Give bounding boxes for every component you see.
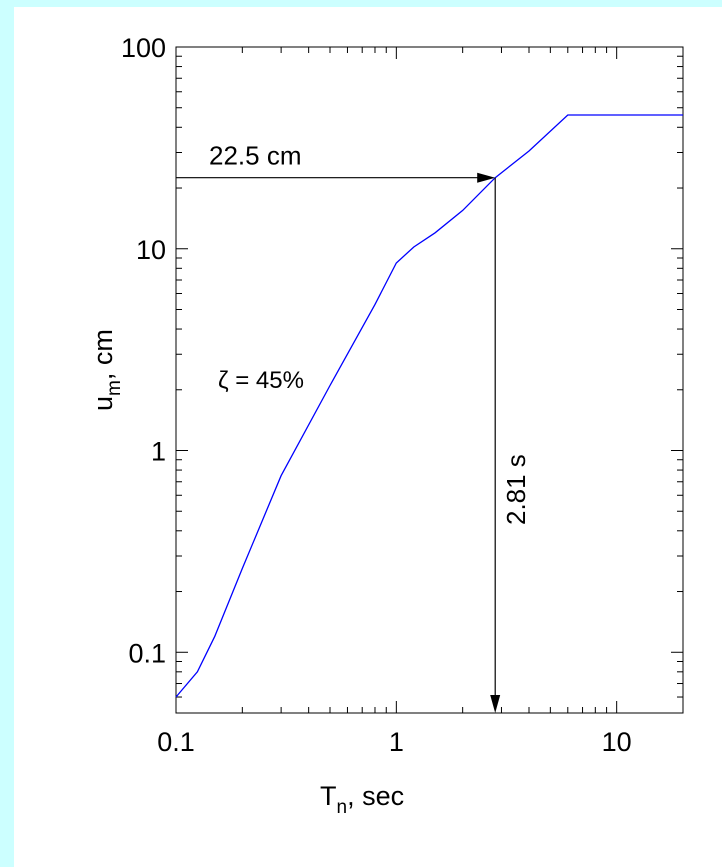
tick-labels: 0.1 1 10 0.1 1 10 100 [121, 33, 632, 757]
tick-marks [175, 46, 684, 714]
x-tick-label: 1 [389, 727, 404, 757]
spectrum-chart: 0.1 1 10 0.1 1 10 100 22.5 cm 2.81 s ζ = 45% T… [88, 33, 684, 818]
y-axis-label-main: u [88, 396, 118, 411]
x-axis-label-main: T [320, 781, 337, 811]
response-arrow-head [477, 172, 496, 183]
annotations-layer: 22.5 cm 2.81 s ζ = 45% [176, 141, 531, 713]
x-axis-label-subscript: n [337, 797, 348, 818]
y-tick-label: 0.1 [128, 638, 166, 668]
y-axis-label: um, cm [88, 329, 125, 411]
y-axis-label-rest: , cm [88, 329, 118, 380]
period-label: 2.81 s [501, 454, 531, 525]
y-tick-label: 1 [151, 437, 166, 467]
damping-label: ζ = 45% [218, 367, 304, 394]
period-arrow-head [490, 695, 501, 713]
chart-frame: 0.1 1 10 0.1 1 10 100 22.5 cm 2.81 s ζ = 45% T… [14, 7, 722, 867]
x-axis-label-rest: , sec [347, 781, 404, 811]
response-label: 22.5 cm [209, 141, 302, 171]
y-tick-label: 10 [136, 235, 166, 265]
y-axis-label-subscript: m [104, 380, 125, 396]
series-line [175, 114, 683, 698]
series-layer [175, 114, 683, 698]
x-tick-label: 10 [602, 727, 632, 757]
x-axis-label: Tn, sec [320, 781, 404, 818]
plot-axes [175, 46, 684, 714]
y-tick-label: 100 [121, 33, 166, 63]
x-tick-label: 0.1 [157, 727, 195, 757]
plot-border [175, 46, 684, 714]
